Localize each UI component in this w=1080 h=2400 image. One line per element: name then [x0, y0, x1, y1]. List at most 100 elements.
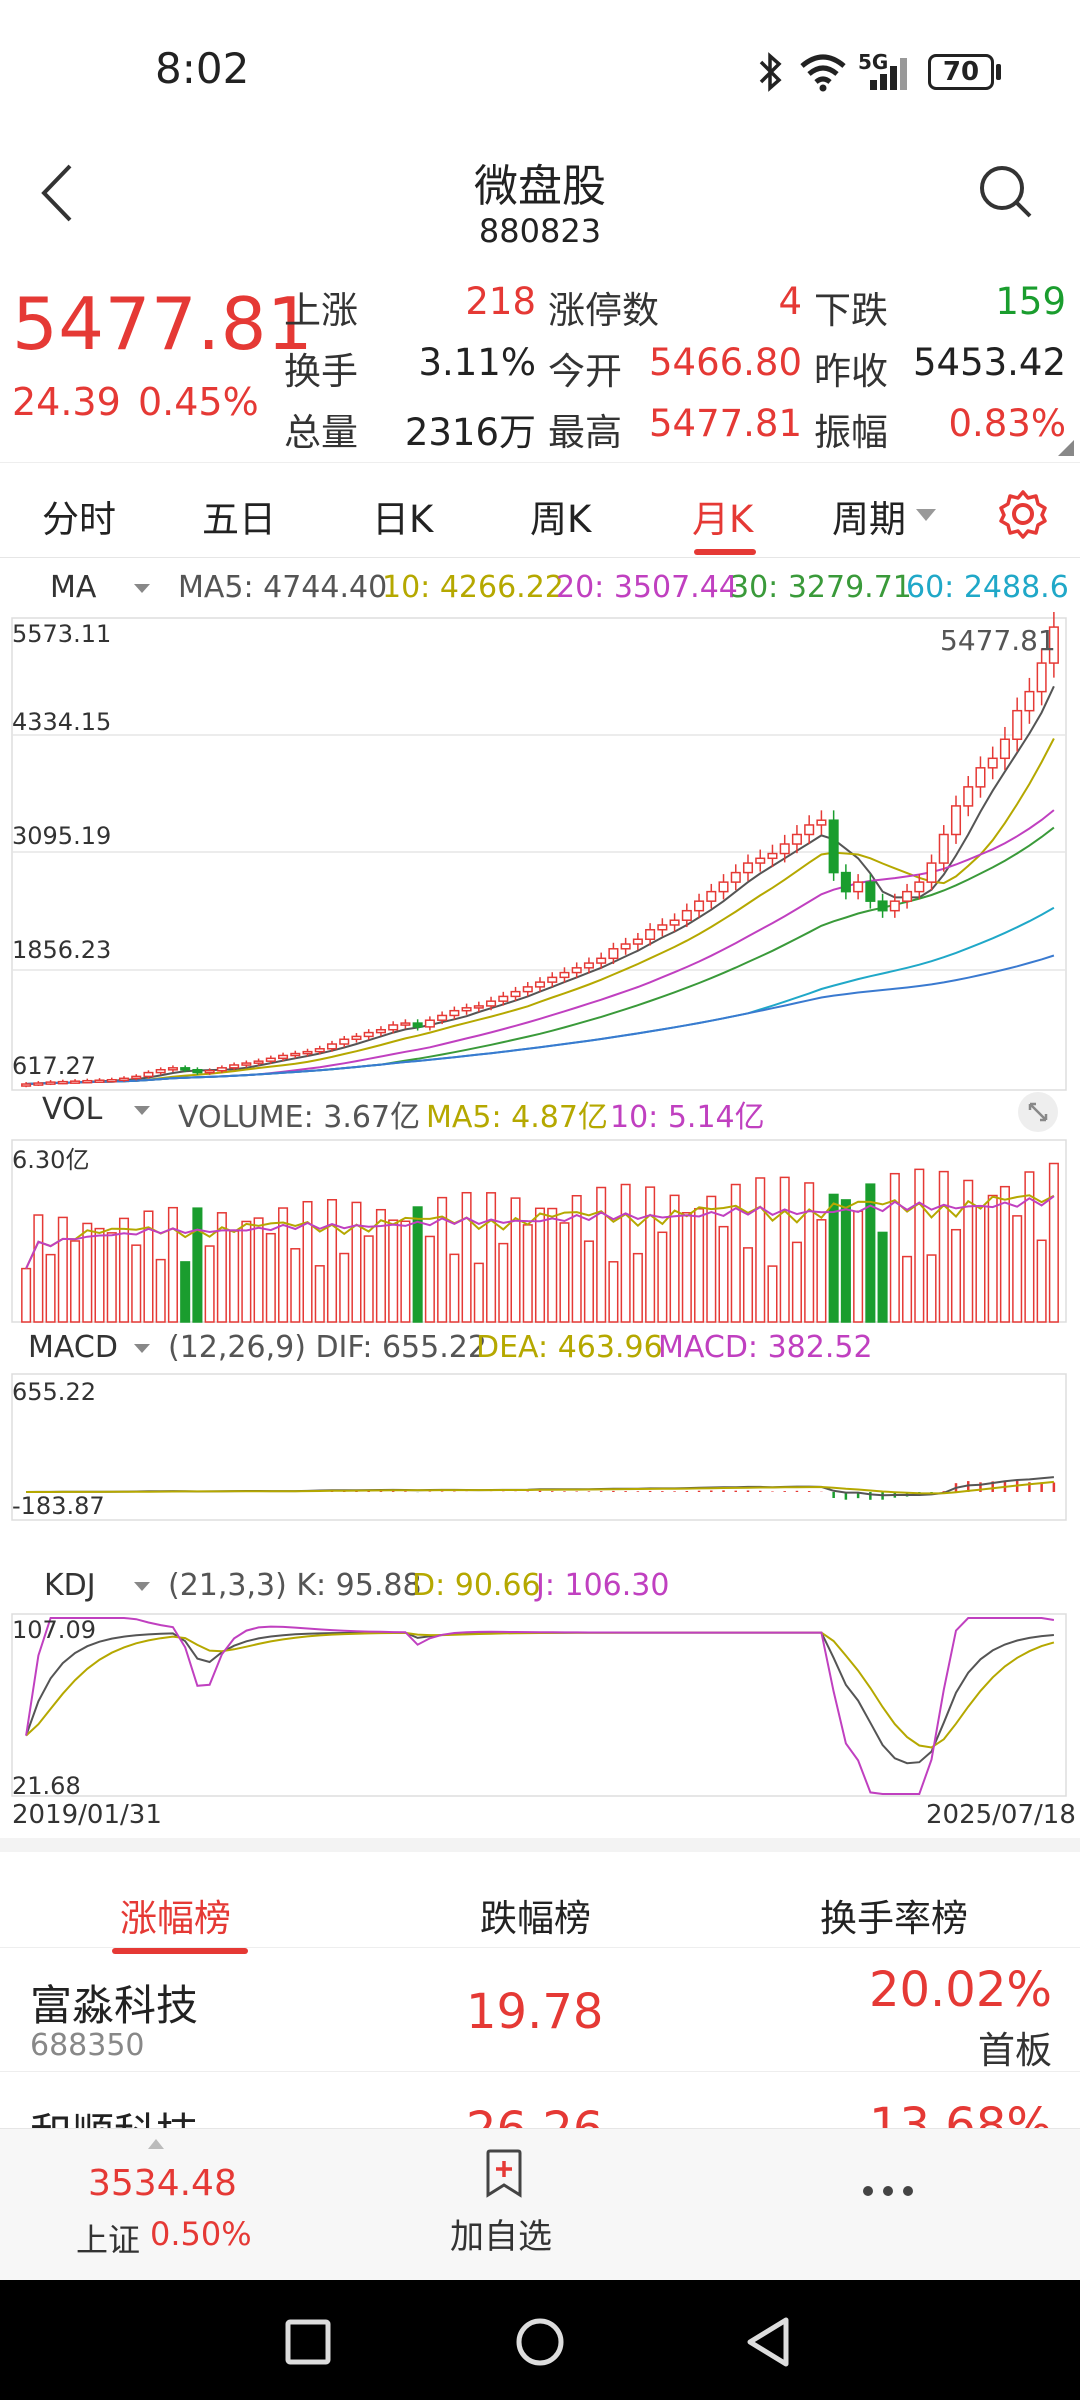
- kdj-d-value: D: 90.66: [412, 1568, 541, 1603]
- candle: [363, 1031, 374, 1038]
- active-tab-indicator: [694, 549, 756, 555]
- tab-monthly-k[interactable]: 月K: [692, 498, 754, 541]
- candle: [498, 995, 509, 1002]
- macd-min-label: -183.87: [12, 1492, 105, 1520]
- stock-code: 880823: [478, 212, 602, 250]
- stat-value-up: 218: [465, 280, 536, 323]
- volume-bar: [694, 1208, 705, 1323]
- candle: [755, 857, 766, 864]
- last-price-label: 5477.81: [940, 624, 1056, 657]
- tab-period[interactable]: 周期: [832, 498, 906, 541]
- fullscreen-button[interactable]: [1018, 1092, 1058, 1132]
- wifi-icon: [800, 54, 846, 92]
- tab-losers[interactable]: 跌幅榜: [480, 1897, 591, 1940]
- candlestick-chart[interactable]: [0, 612, 1080, 1112]
- expand-icon: [1028, 1102, 1048, 1122]
- list-item[interactable]: 富淼科技 688350 19.78 20.02% 首板: [0, 1948, 1080, 2072]
- volume-bar: [155, 1258, 166, 1323]
- index-name[interactable]: 上证: [76, 2221, 141, 2259]
- kline-chart-area[interactable]: MA MA5: 4744.40 10: 4266.22 20: 3507.44 …: [0, 560, 1080, 1830]
- candle: [412, 1022, 423, 1028]
- search-icon[interactable]: [978, 164, 1034, 220]
- candle: [131, 1075, 142, 1080]
- volume-bar: [70, 1240, 81, 1323]
- price-tick: 3095.19: [12, 822, 112, 850]
- volume-bar: [1048, 1162, 1059, 1323]
- add-watchlist-icon[interactable]: [484, 2147, 524, 2199]
- candle: [657, 924, 668, 931]
- gear-icon[interactable]: [998, 489, 1048, 539]
- volume-bar: [706, 1195, 717, 1323]
- stat-label: 上涨: [284, 289, 358, 332]
- candle: [106, 1078, 117, 1083]
- candle: [167, 1067, 178, 1071]
- volume-bar: [950, 1228, 962, 1323]
- back-nav-icon[interactable]: [744, 2316, 792, 2368]
- volume-bar: [828, 1193, 839, 1323]
- tab-daily-k[interactable]: 日K: [372, 498, 434, 541]
- stat-value-volume: 2316万: [404, 411, 536, 454]
- tab-turnover[interactable]: 换手率榜: [820, 1897, 968, 1940]
- expand-corner-icon[interactable]: [1058, 440, 1074, 456]
- stat-value-down: 159: [995, 280, 1066, 323]
- chevron-down-icon[interactable]: [134, 584, 150, 594]
- tab-weekly-k[interactable]: 周K: [530, 498, 592, 541]
- candle: [486, 1000, 497, 1007]
- tab-gainers[interactable]: 涨幅榜: [120, 1897, 231, 1940]
- page-title: 微盘股: [474, 161, 606, 212]
- macd-dea-value: DEA: 463.96: [476, 1330, 663, 1365]
- chevron-down-icon[interactable]: [134, 1344, 150, 1354]
- volume-bar: [351, 1201, 362, 1323]
- tab-intraday[interactable]: 分时: [42, 498, 116, 541]
- ma60-value: 60: 2488.6: [906, 570, 1069, 605]
- volume-bar: [804, 1182, 815, 1323]
- volume-bar: [167, 1206, 178, 1323]
- index-value[interactable]: 3534.48: [88, 2163, 237, 2204]
- home-icon[interactable]: [514, 2316, 566, 2368]
- stat-label: 今开: [548, 350, 622, 393]
- current-price: 5477.81: [12, 282, 314, 366]
- volume-bar: [290, 1248, 301, 1323]
- volume-bar: [840, 1199, 851, 1323]
- candle: [694, 900, 705, 912]
- candle: [241, 1062, 252, 1066]
- back-icon[interactable]: [36, 162, 76, 224]
- status-time: 8:02: [155, 44, 250, 93]
- battery-tip: [996, 64, 1001, 80]
- more-icon[interactable]: [860, 2183, 916, 2199]
- candle: [45, 1081, 56, 1085]
- price-tick: 4334.15: [12, 708, 112, 736]
- candle: [351, 1035, 362, 1041]
- macd-max-label: 655.22: [12, 1378, 96, 1406]
- chevron-down-icon[interactable]: [916, 509, 936, 523]
- volume-chart[interactable]: [0, 1136, 1080, 1326]
- date-start: 2019/01/31: [12, 1800, 162, 1830]
- candle: [938, 833, 949, 864]
- index-change-pct[interactable]: 0.50%: [150, 2215, 252, 2253]
- chevron-down-icon[interactable]: [134, 1582, 150, 1592]
- candle: [669, 919, 680, 926]
- candle: [510, 990, 521, 998]
- kdj-chart[interactable]: [0, 1610, 1080, 1800]
- recent-apps-icon[interactable]: [284, 2318, 332, 2366]
- volume-bar: [326, 1199, 338, 1323]
- volume-bar: [1012, 1215, 1023, 1323]
- add-watchlist-button[interactable]: 加自选: [450, 2217, 552, 2257]
- volume-bar: [253, 1217, 264, 1323]
- candle: [902, 890, 913, 902]
- macd-selector[interactable]: MACD: [28, 1330, 118, 1365]
- volume-bar: [106, 1232, 117, 1323]
- stat-label: 下跌: [814, 289, 888, 332]
- candle: [865, 881, 876, 902]
- chevron-down-icon[interactable]: [134, 1106, 150, 1116]
- kdj-selector[interactable]: KDJ: [44, 1568, 96, 1603]
- candle: [375, 1028, 386, 1034]
- volume-bar: [192, 1207, 203, 1323]
- ma-selector[interactable]: MA: [50, 570, 97, 605]
- volume-bar: [21, 1267, 32, 1323]
- vol-selector[interactable]: VOL: [42, 1092, 103, 1127]
- list-item[interactable]: 和顺科技 26.26 13.68%: [0, 2072, 1080, 2128]
- macd-chart[interactable]: [0, 1372, 1080, 1522]
- tab-five-day[interactable]: 五日: [202, 498, 276, 541]
- volume-bar: [143, 1210, 154, 1323]
